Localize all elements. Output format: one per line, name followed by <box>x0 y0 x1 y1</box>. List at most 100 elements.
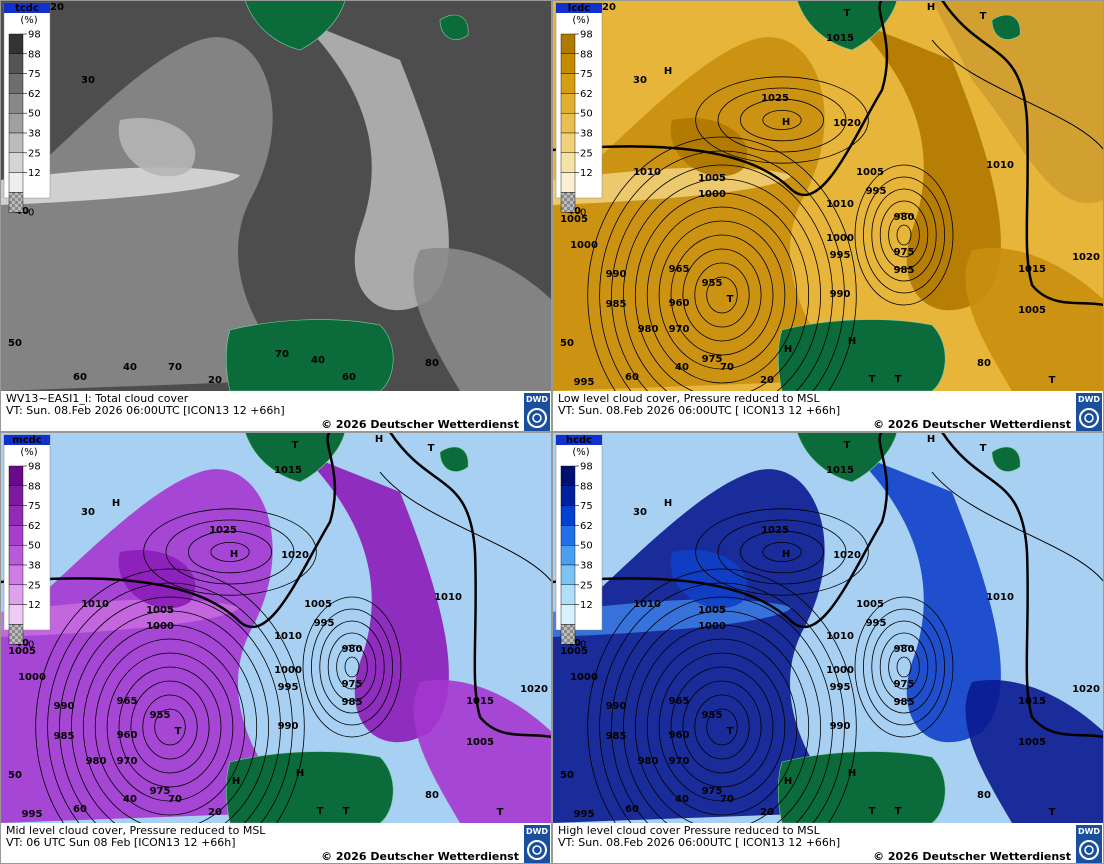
isobar-label: 1005 <box>856 599 884 610</box>
isobar <box>871 620 937 714</box>
legend-tick-label: 62 <box>28 521 41 532</box>
dwd-logo-text: DWD <box>1078 827 1100 836</box>
map-panel: 3040506040702080201015102510201010100510… <box>552 0 1104 432</box>
cloud-field <box>552 469 852 823</box>
isobar-main <box>379 471 552 583</box>
caption: Mid level cloud cover, Pressure reduced … <box>0 823 552 864</box>
legend-tick-label: 12 <box>580 600 593 611</box>
isobar-label: 975 <box>894 679 915 690</box>
isobar-label: 1010 <box>633 599 661 610</box>
legend-tick-label: 75 <box>28 501 41 512</box>
land <box>439 14 469 40</box>
cloud-field <box>670 118 748 177</box>
pressure-marker: T <box>844 8 851 19</box>
caption-valid-time: VT: Sun. 08.Feb 2026 06:00UTC [ ICON13 1… <box>558 836 840 849</box>
legend-swatch <box>8 584 24 605</box>
isobar <box>670 666 774 788</box>
isobar-label: 990 <box>278 721 299 732</box>
isobar-label: 995 <box>574 377 595 388</box>
pressure-marker: T <box>980 443 987 454</box>
isobar <box>739 530 824 574</box>
isobar-label: 1025 <box>761 525 789 536</box>
legend-tick-label: 12 <box>28 168 41 179</box>
isobar-label: 975 <box>342 679 363 690</box>
caption-title: High level cloud cover Pressure reduced … <box>558 824 821 837</box>
legend-swatch <box>560 505 576 526</box>
dwd-logo-mark <box>532 413 542 423</box>
pressure-marker: H <box>848 768 856 779</box>
isobar <box>896 224 912 246</box>
isobar-label: 965 <box>669 696 690 707</box>
pressure-marker: H <box>782 549 790 560</box>
dwd-logo-mark <box>527 840 547 860</box>
isobar-label: 980 <box>894 644 915 655</box>
isobar-label: 985 <box>894 265 915 276</box>
isobar-label: 1020 <box>520 684 548 695</box>
cloud-field <box>965 248 1104 391</box>
pressure-marker: H <box>296 768 304 779</box>
latitude-label: 20 <box>760 375 774 386</box>
isobar <box>142 694 198 760</box>
cloud-field <box>413 248 552 391</box>
isobar-label: 1000 <box>698 621 726 632</box>
isobar <box>706 708 738 746</box>
pressure-marker: H <box>230 549 238 560</box>
legend-tick-label: 62 <box>580 521 593 532</box>
legend-swatch <box>8 53 24 74</box>
isobar-label: 1010 <box>274 631 302 642</box>
latitude-label: 40 <box>675 794 689 805</box>
pressure-marker: T <box>895 374 902 385</box>
legend-swatch <box>560 112 576 134</box>
legend-swatch <box>560 544 576 566</box>
isobar <box>658 220 786 370</box>
isobar <box>682 680 762 774</box>
isobar-label: 995 <box>830 250 851 261</box>
legend-tick-label: 38 <box>580 129 593 140</box>
latitude-label: 70 <box>720 794 734 805</box>
cloud-field <box>670 550 748 609</box>
isobar-label: 1020 <box>833 550 861 561</box>
legend-swatch <box>8 112 24 134</box>
isobar <box>344 656 360 678</box>
isobar <box>587 136 857 391</box>
isobar-label: 995 <box>314 618 335 629</box>
legend-swatch <box>8 525 24 546</box>
isobar-main <box>552 0 889 197</box>
isobar-label: 985 <box>894 697 915 708</box>
isobar <box>879 200 929 270</box>
latitude-label: 80 <box>977 358 991 369</box>
legend-tick-label: 88 <box>28 481 41 492</box>
isobar <box>94 638 246 816</box>
legend-tag <box>556 435 602 445</box>
legend-tick-label: 38 <box>28 561 41 572</box>
pressure-marker: T <box>1049 807 1056 818</box>
legend-swatch <box>560 624 576 645</box>
legend-tick-label: 38 <box>580 561 593 572</box>
latitude-label: 70 <box>720 362 734 373</box>
isobar <box>59 596 281 823</box>
isobar <box>327 632 377 702</box>
isobar-label: 975 <box>150 786 171 797</box>
latitude-label: 50 <box>8 770 22 781</box>
latitude-label: 60 <box>342 372 356 383</box>
isobar <box>611 164 833 391</box>
isobar-main <box>940 432 1104 739</box>
isobar <box>739 98 824 142</box>
caption: Low level cloud cover, Pressure reduced … <box>552 391 1104 432</box>
isobar <box>695 508 869 596</box>
latitude-label: 60 <box>625 372 639 383</box>
isobar <box>762 542 802 563</box>
isobar-label: 1000 <box>18 672 46 683</box>
isobar-label: 1010 <box>986 592 1014 603</box>
isobar-label: 985 <box>606 299 627 310</box>
latitude-label: 80 <box>425 790 439 801</box>
caption-area <box>0 391 552 432</box>
isobar <box>646 638 798 816</box>
legend-tick-label: 25 <box>580 148 593 159</box>
isobar-label: 1020 <box>281 550 309 561</box>
legend-swatch <box>8 93 24 114</box>
legend-swatch <box>8 564 24 585</box>
isobar-label: 975 <box>702 786 723 797</box>
legend-tag <box>556 3 602 13</box>
